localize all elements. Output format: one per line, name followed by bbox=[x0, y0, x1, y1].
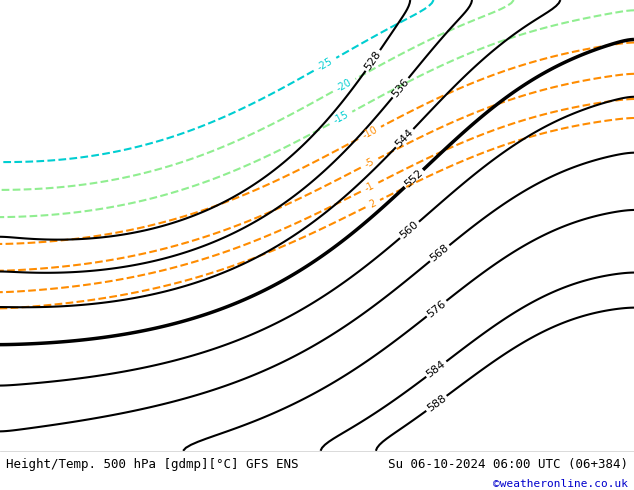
Text: 576: 576 bbox=[425, 298, 448, 319]
Text: 588: 588 bbox=[425, 393, 448, 414]
Text: Height/Temp. 500 hPa [gdmp][°C] GFS ENS: Height/Temp. 500 hPa [gdmp][°C] GFS ENS bbox=[6, 458, 299, 471]
Text: -1: -1 bbox=[363, 180, 376, 194]
Text: -25: -25 bbox=[316, 56, 334, 73]
Text: -5: -5 bbox=[363, 156, 376, 170]
Text: ©weatheronline.co.uk: ©weatheronline.co.uk bbox=[493, 479, 628, 489]
Text: 584: 584 bbox=[425, 359, 448, 380]
Text: 2: 2 bbox=[368, 198, 378, 210]
Text: 552: 552 bbox=[403, 168, 425, 190]
Text: -20: -20 bbox=[335, 77, 353, 94]
Text: Su 06-10-2024 06:00 UTC (06+384): Su 06-10-2024 06:00 UTC (06+384) bbox=[387, 458, 628, 471]
Text: 536: 536 bbox=[390, 76, 411, 99]
Text: -15: -15 bbox=[332, 110, 350, 126]
Text: 568: 568 bbox=[429, 243, 451, 264]
Text: 528: 528 bbox=[363, 49, 383, 72]
Text: -10: -10 bbox=[360, 125, 379, 141]
Text: 560: 560 bbox=[398, 220, 421, 241]
Text: 544: 544 bbox=[394, 127, 415, 149]
